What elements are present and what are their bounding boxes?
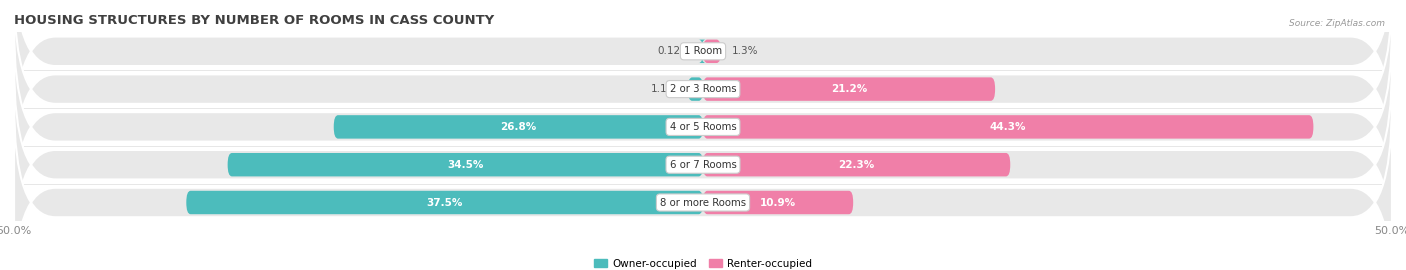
Text: 1.3%: 1.3% (733, 46, 758, 56)
FancyBboxPatch shape (703, 77, 995, 101)
FancyBboxPatch shape (688, 77, 703, 101)
FancyBboxPatch shape (14, 28, 1392, 225)
Text: 44.3%: 44.3% (990, 122, 1026, 132)
Text: 22.3%: 22.3% (838, 160, 875, 170)
FancyBboxPatch shape (186, 191, 703, 214)
FancyBboxPatch shape (703, 40, 721, 63)
Text: HOUSING STRUCTURES BY NUMBER OF ROOMS IN CASS COUNTY: HOUSING STRUCTURES BY NUMBER OF ROOMS IN… (14, 14, 495, 27)
FancyBboxPatch shape (14, 0, 1392, 150)
FancyBboxPatch shape (228, 153, 703, 176)
Text: 34.5%: 34.5% (447, 160, 484, 170)
FancyBboxPatch shape (703, 115, 1313, 139)
FancyBboxPatch shape (703, 191, 853, 214)
Text: 37.5%: 37.5% (426, 197, 463, 208)
FancyBboxPatch shape (703, 153, 1011, 176)
FancyBboxPatch shape (333, 115, 703, 139)
Text: Source: ZipAtlas.com: Source: ZipAtlas.com (1289, 19, 1385, 28)
FancyBboxPatch shape (14, 0, 1392, 188)
Text: 4 or 5 Rooms: 4 or 5 Rooms (669, 122, 737, 132)
FancyBboxPatch shape (14, 66, 1392, 263)
Text: 21.2%: 21.2% (831, 84, 868, 94)
Text: 8 or more Rooms: 8 or more Rooms (659, 197, 747, 208)
Text: 1 Room: 1 Room (683, 46, 723, 56)
Text: 6 or 7 Rooms: 6 or 7 Rooms (669, 160, 737, 170)
Text: 0.12%: 0.12% (658, 46, 690, 56)
Text: 26.8%: 26.8% (501, 122, 537, 132)
Text: 10.9%: 10.9% (761, 197, 796, 208)
FancyBboxPatch shape (699, 40, 706, 63)
Text: 1.1%: 1.1% (651, 84, 676, 94)
Legend: Owner-occupied, Renter-occupied: Owner-occupied, Renter-occupied (591, 255, 815, 270)
FancyBboxPatch shape (14, 104, 1392, 270)
Text: 2 or 3 Rooms: 2 or 3 Rooms (669, 84, 737, 94)
